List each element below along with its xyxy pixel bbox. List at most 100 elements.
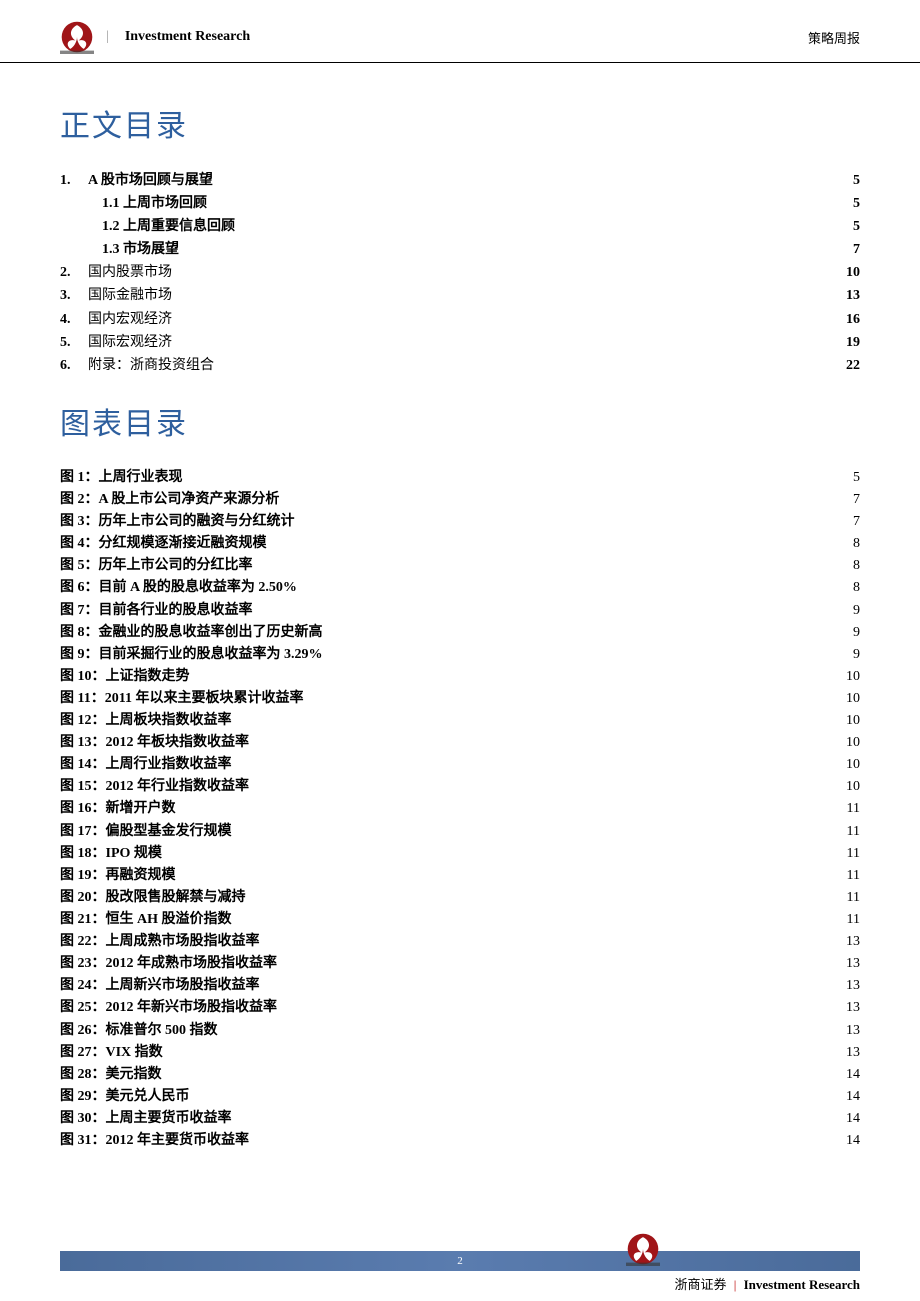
figure-row: 图 28：美元指数14 (60, 1064, 860, 1086)
toc-row: 4.国内宏观经济16 (60, 308, 860, 331)
toc-row: 1.1 上周市场回顾 5 (60, 192, 860, 215)
figure-row: 图 21：恒生 AH 股溢价指数 11 (60, 909, 860, 931)
toc-row: 3.国际金融市场13 (60, 284, 860, 307)
figure-label: 历年上市公司的分红比率 (99, 555, 253, 577)
figure-prefix: 图 1： (60, 467, 99, 489)
figure-page: 10 (840, 754, 860, 776)
figure-row: 图 24：上周新兴市场股指收益率13 (60, 975, 860, 997)
toc-label: 附录：浙商投资组合 (88, 354, 214, 377)
figure-page: 13 (840, 997, 860, 1019)
toc-page: 5 (840, 215, 860, 238)
figure-page: 11 (840, 865, 860, 887)
figure-prefix: 图 15： (60, 776, 106, 798)
figure-prefix: 图 27： (60, 1042, 106, 1064)
figure-row: 图 19：再融资规模 11 (60, 865, 860, 887)
figure-label: 美元兑人民币 (106, 1086, 190, 1108)
figure-prefix: 图 8： (60, 622, 99, 644)
toc-label: 1.3 市场展望 (102, 238, 179, 261)
figure-page: 11 (840, 909, 860, 931)
figure-label: 2012 年主要货币收益率 (106, 1130, 250, 1152)
figure-row: 图 5：历年上市公司的分红比率8 (60, 555, 860, 577)
footer-logo-icon (626, 1232, 660, 1266)
figure-label: 上证指数走势 (106, 666, 190, 688)
page-number: 2 (457, 1255, 463, 1267)
figure-row: 图 18：IPO 规模11 (60, 843, 860, 865)
toc-label: 1.1 上周市场回顾 (102, 192, 207, 215)
figure-page: 13 (840, 1042, 860, 1064)
figure-row: 图 1：上周行业表现5 (60, 467, 860, 489)
toc-page: 5 (840, 192, 860, 215)
figure-label: 2012 年新兴市场股指收益率 (106, 997, 278, 1019)
figure-row: 图 3：历年上市公司的融资与分红统计7 (60, 511, 860, 533)
figure-row: 图 6：目前 A 股的股息收益率为 2.50%8 (60, 577, 860, 599)
figure-page: 7 (840, 511, 860, 533)
figure-label: 偏股型基金发行规模 (106, 821, 232, 843)
toc-row: 1.2 上周重要信息回顾 5 (60, 215, 860, 238)
figure-prefix: 图 29： (60, 1086, 106, 1108)
figure-prefix: 图 18： (60, 843, 106, 865)
figure-label: 新增开户数 (106, 798, 176, 820)
figure-row: 图 22：上周成熟市场股指收益率13 (60, 931, 860, 953)
figure-prefix: 图 10： (60, 666, 106, 688)
figure-row: 图 4：分红规模逐渐接近融资规模8 (60, 533, 860, 555)
figure-prefix: 图 7： (60, 600, 99, 622)
figure-row: 图 23：2012 年成熟市场股指收益率13 (60, 953, 860, 975)
figure-page: 10 (840, 732, 860, 754)
figure-prefix: 图 26： (60, 1020, 106, 1042)
footer-divider: | (734, 1277, 737, 1292)
figure-prefix: 图 21： (60, 909, 106, 931)
toc-row: 2.国内股票市场10 (60, 261, 860, 284)
figure-prefix: 图 23： (60, 953, 106, 975)
figure-row: 图 29：美元兑人民币14 (60, 1086, 860, 1108)
figure-row: 图 25：2012 年新兴市场股指收益率13 (60, 997, 860, 1019)
figure-label: VIX 指数 (106, 1042, 163, 1064)
figure-prefix: 图 2： (60, 489, 99, 511)
figure-label: 再融资规模 (106, 865, 176, 887)
header-doctype: 策略周报 (808, 28, 860, 47)
toc-label: 国际宏观经济 (88, 331, 172, 354)
figure-label: 2012 年成熟市场股指收益率 (106, 953, 278, 975)
figure-prefix: 图 19： (60, 865, 106, 887)
figure-page: 14 (840, 1064, 860, 1086)
figure-page: 9 (840, 600, 860, 622)
toc-number: 4. (60, 308, 88, 331)
figure-row: 图 15：2012 年行业指数收益率10 (60, 776, 860, 798)
footer-brand-en: Investment Research (744, 1277, 860, 1292)
figure-page: 8 (840, 555, 860, 577)
toc-row: 1.A 股市场回顾与展望5 (60, 169, 860, 192)
figure-row: 图 17：偏股型基金发行规模11 (60, 821, 860, 843)
figure-prefix: 图 6： (60, 577, 99, 599)
figure-page: 13 (840, 975, 860, 997)
figure-label: 目前各行业的股息收益率 (99, 600, 253, 622)
toc-row: 1.3 市场展望7 (60, 238, 860, 261)
figure-page: 10 (840, 710, 860, 732)
toc-page: 13 (840, 284, 860, 307)
figure-prefix: 图 14： (60, 754, 106, 776)
figure-label: 恒生 AH 股溢价指数 (106, 909, 232, 931)
figure-row: 图 16：新增开户数11 (60, 798, 860, 820)
toc-number: 5. (60, 331, 88, 354)
figure-page: 11 (840, 887, 860, 909)
toc-label: A 股市场回顾与展望 (88, 169, 213, 192)
header-left: | Investment Research (60, 20, 250, 54)
toc-row: 6.附录：浙商投资组合 22 (60, 354, 860, 377)
figure-row: 图 26：标准普尔 500 指数13 (60, 1020, 860, 1042)
figure-row: 图 13：2012 年板块指数收益率10 (60, 732, 860, 754)
figure-prefix: 图 17： (60, 821, 106, 843)
figure-label: 上周新兴市场股指收益率 (106, 975, 260, 997)
figure-page: 9 (840, 622, 860, 644)
figure-label: 美元指数 (106, 1064, 162, 1086)
figure-page: 14 (840, 1108, 860, 1130)
figure-row: 图 10：上证指数走势10 (60, 666, 860, 688)
toc-title: 正文目录 (60, 101, 860, 145)
toc-number: 6. (60, 354, 88, 377)
toc-label: 1.2 上周重要信息回顾 (102, 215, 235, 238)
figure-label: 上周成熟市场股指收益率 (106, 931, 260, 953)
figure-row: 图 8：金融业的股息收益率创出了历史新高9 (60, 622, 860, 644)
figure-label: 2011 年以来主要板块累计收益率 (105, 688, 304, 710)
toc-page: 22 (840, 354, 860, 377)
figure-prefix: 图 20： (60, 887, 106, 909)
toc-number: 1. (60, 169, 88, 192)
figure-row: 图 31：2012 年主要货币收益率14 (60, 1130, 860, 1152)
figure-page: 14 (840, 1130, 860, 1152)
